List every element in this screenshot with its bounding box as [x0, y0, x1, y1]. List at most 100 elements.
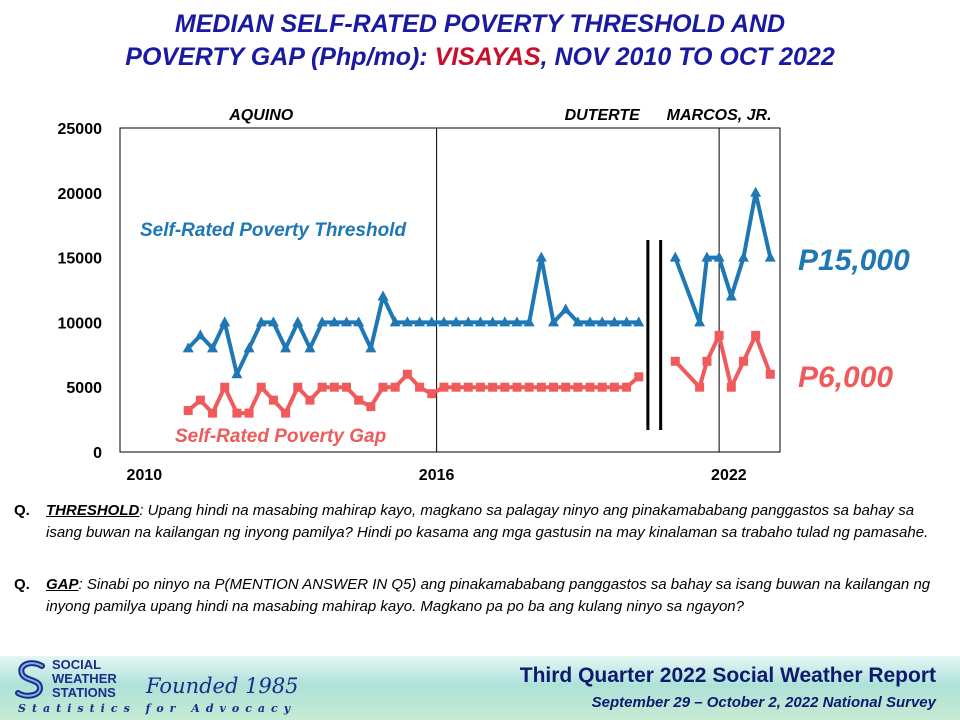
data-point	[634, 372, 644, 382]
data-point	[512, 382, 522, 392]
title-line-1: MEDIAN SELF-RATED POVERTY THRESHOLD AND	[174, 10, 786, 38]
data-point	[451, 382, 461, 392]
data-point	[305, 395, 315, 405]
data-point	[365, 342, 377, 353]
data-point	[549, 382, 559, 392]
data-point	[427, 389, 437, 399]
data-point	[340, 316, 352, 327]
founded-text: Founded 1985	[146, 674, 299, 698]
question-marker: Q.	[14, 576, 30, 593]
presidency-label: DUTERTE	[565, 107, 642, 124]
data-point	[378, 382, 388, 392]
data-point	[572, 316, 584, 327]
data-point	[354, 395, 364, 405]
data-point	[426, 316, 438, 327]
data-point	[561, 382, 571, 392]
data-point	[220, 382, 230, 392]
data-point	[462, 316, 474, 327]
series-label: Self-Rated Poverty Gap	[175, 426, 386, 447]
data-point	[304, 342, 316, 353]
y-tick-label: 20000	[58, 186, 103, 203]
question-label: GAP	[46, 576, 79, 593]
data-point	[366, 402, 376, 412]
title-region: VISAYAS	[434, 43, 541, 71]
data-point	[402, 369, 412, 379]
page-title: MEDIAN SELF-RATED POVERTY THRESHOLD AND …	[0, 8, 960, 74]
data-point	[764, 251, 776, 262]
x-tick-label: 2010	[127, 467, 163, 484]
data-point	[701, 251, 713, 262]
data-point	[182, 342, 194, 353]
data-point	[292, 316, 304, 327]
data-point	[353, 316, 365, 327]
data-point	[207, 342, 219, 353]
data-point	[329, 382, 339, 392]
question-gap: Q. GAP: Sinabi po ninyo na P(MENTION ANS…	[14, 574, 944, 618]
data-point	[750, 186, 762, 197]
data-point	[328, 316, 340, 327]
data-point	[255, 316, 267, 327]
data-point	[669, 251, 681, 262]
data-point	[738, 356, 748, 366]
data-point	[488, 382, 498, 392]
data-point	[341, 382, 351, 392]
question-label: THRESHOLD	[46, 502, 140, 519]
data-point	[499, 316, 511, 327]
data-point	[195, 395, 205, 405]
data-point	[695, 382, 705, 392]
title-line-2-prefix: POVERTY GAP (Php/mo):	[125, 43, 435, 71]
org-name-line-2: WEATHER	[52, 671, 117, 686]
data-point	[548, 316, 560, 327]
data-point	[243, 342, 255, 353]
series-line	[673, 333, 773, 390]
data-point	[597, 382, 607, 392]
question-text: : Upang hindi na masabing mahirap kayo, …	[46, 502, 929, 541]
data-point	[487, 316, 499, 327]
data-point	[183, 406, 193, 416]
title-line-2: POVERTY GAP (Php/mo): VISAYAS, NOV 2010 …	[0, 41, 960, 74]
data-point	[536, 382, 546, 392]
data-point	[194, 329, 206, 340]
series-end-value-label: P15,000	[798, 244, 910, 277]
question-text: : Sinabi po ninyo na P(MENTION ANSWER IN…	[46, 576, 931, 615]
data-point	[737, 251, 749, 262]
y-tick-label: 15000	[58, 251, 103, 268]
data-point	[244, 408, 254, 418]
data-point	[609, 382, 619, 392]
data-point	[389, 316, 401, 327]
data-point	[293, 382, 303, 392]
data-point	[535, 251, 547, 262]
data-point	[523, 316, 535, 327]
data-point	[316, 316, 328, 327]
data-point	[390, 382, 400, 392]
data-point	[439, 382, 449, 392]
data-point	[463, 382, 473, 392]
series-end-value-label: P6,000	[798, 361, 893, 394]
data-point	[438, 316, 450, 327]
data-point	[670, 356, 680, 366]
data-point	[633, 316, 645, 327]
footer-banner: SOCIAL WEATHER STATIONS Founded 1985 Sta…	[0, 656, 960, 720]
question-marker: Q.	[14, 502, 30, 519]
data-point	[608, 316, 620, 327]
data-point	[317, 382, 327, 392]
data-point	[622, 382, 632, 392]
data-point	[714, 330, 724, 340]
x-tick-label: 2016	[419, 467, 455, 484]
data-point	[751, 330, 761, 340]
data-point	[726, 382, 736, 392]
report-title: Third Quarter 2022 Social Weather Report	[519, 664, 936, 687]
y-tick-label: 0	[93, 445, 102, 462]
data-point	[500, 382, 510, 392]
data-point	[208, 408, 218, 418]
data-point	[725, 290, 737, 301]
data-point	[702, 356, 712, 366]
data-point	[560, 303, 572, 314]
data-point	[267, 316, 279, 327]
series-line	[186, 372, 641, 416]
data-point	[585, 382, 595, 392]
data-point	[377, 290, 389, 301]
series-label: Self-Rated Poverty Threshold	[140, 220, 406, 241]
data-point	[231, 368, 243, 379]
data-point	[219, 316, 231, 327]
